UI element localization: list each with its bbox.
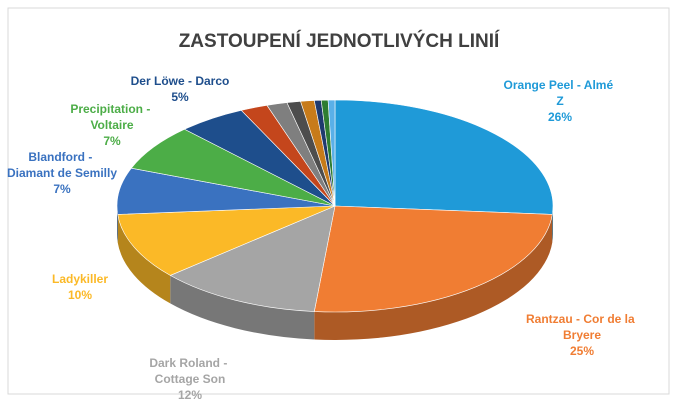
- data-label-value: 10%: [68, 288, 92, 302]
- data-label-value: 7%: [53, 182, 71, 196]
- data-label-value: 7%: [103, 134, 121, 148]
- slice-side: [117, 214, 171, 304]
- slice-side: [314, 214, 553, 340]
- data-label-name: Orange Peel - Almé Z: [504, 78, 617, 108]
- slice-side: [170, 275, 315, 340]
- data-label-name: Rantzau - Cor de la Bryere: [526, 312, 638, 342]
- data-label-value: 25%: [570, 344, 594, 358]
- data-label-name: Dark Roland - Cottage Son: [149, 356, 230, 386]
- data-label-name: Blandford - Diamant de Semilly: [7, 150, 117, 180]
- slice: [334, 99, 554, 215]
- data-label-name: Precipitation - Voltaire: [70, 102, 153, 132]
- slice: [327, 99, 336, 207]
- data-label-value: 12%: [178, 388, 202, 402]
- slice: [313, 205, 553, 313]
- data-label-value: 26%: [548, 110, 572, 124]
- slice: [117, 205, 336, 276]
- data-label-value: 5%: [171, 90, 189, 104]
- slice: [169, 205, 336, 312]
- chart-title: ZASTOUPENÍ JEDNOTLIVÝCH LINIÍ: [179, 30, 500, 52]
- data-label-name: Ladykiller: [52, 272, 108, 286]
- data-label-name: Der Löwe - Darco: [131, 74, 230, 88]
